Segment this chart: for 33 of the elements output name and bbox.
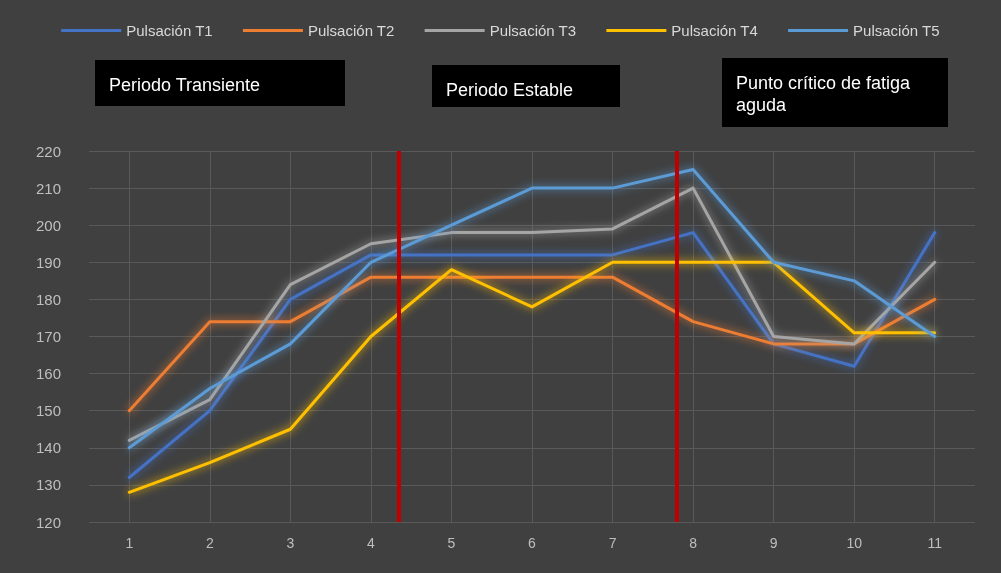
line-series xyxy=(127,231,937,479)
y-tick-label: 140 xyxy=(35,439,61,457)
y-tick-label: 220 xyxy=(35,142,61,160)
legend-label: Pulsación T3 xyxy=(489,22,577,39)
legend-label: Pulsación T1 xyxy=(126,22,213,39)
y-tick-label: 200 xyxy=(35,216,61,234)
legend-label: Pulsación T4 xyxy=(671,22,758,39)
legend-label: Pulsación T5 xyxy=(853,22,940,39)
x-tick-label: 10 xyxy=(846,535,863,551)
legend-label: Pulsación T2 xyxy=(307,22,395,39)
line-series xyxy=(127,275,937,413)
y-tick-label: 210 xyxy=(35,179,61,197)
x-tick-label: 3 xyxy=(286,535,295,551)
x-tick-label: 11 xyxy=(927,535,943,551)
y-tick-label: 150 xyxy=(35,402,61,420)
y-tick-label: 120 xyxy=(35,513,61,531)
y-tick-label: 180 xyxy=(35,290,61,308)
x-tick-label: 5 xyxy=(447,535,456,551)
y-tick-label: 160 xyxy=(35,365,61,383)
x-tick-label: 4 xyxy=(367,535,376,551)
text: Punto crítico de fatiga aguda xyxy=(736,73,916,115)
y-tick-label: 130 xyxy=(35,476,61,494)
x-tick-label: 6 xyxy=(528,535,537,551)
line-series xyxy=(127,260,937,494)
x-tick-label: 7 xyxy=(608,535,617,551)
y-tick-label: 190 xyxy=(35,253,61,271)
x-tick-label: 1 xyxy=(125,535,134,551)
text: Periodo Estable xyxy=(446,80,574,100)
x-tick-label: 9 xyxy=(769,535,778,551)
x-tick-label: 8 xyxy=(689,535,698,551)
text: Periodo Transiente xyxy=(109,75,261,95)
y-tick-label: 170 xyxy=(35,328,61,345)
x-tick-label: 2 xyxy=(205,535,214,551)
